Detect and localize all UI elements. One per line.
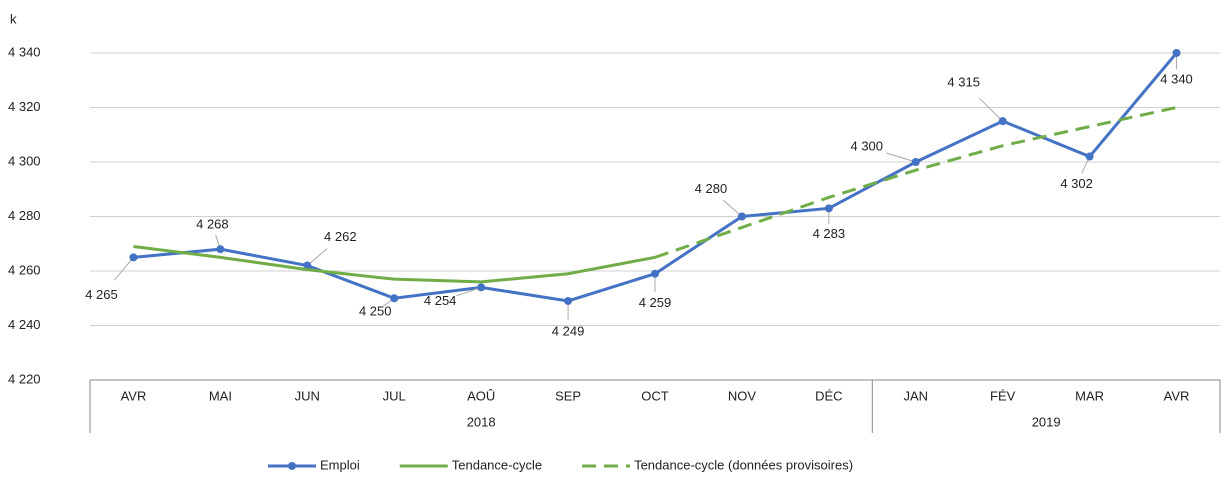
data-label: 4 250 — [359, 304, 392, 319]
x-tick-label: NOV — [728, 388, 757, 403]
y-tick-label: 4 220 — [8, 371, 41, 386]
label-leader — [722, 199, 743, 217]
data-point — [1172, 49, 1181, 57]
data-point — [477, 283, 486, 292]
series-line — [133, 244, 656, 284]
data-point — [564, 296, 573, 305]
group-label: 2018 — [467, 414, 496, 429]
data-label: 4 283 — [813, 226, 846, 241]
data-label: 4 268 — [196, 217, 229, 232]
data-point — [1085, 152, 1094, 161]
series-line — [133, 52, 1178, 303]
y-tick-label: 4 260 — [8, 262, 41, 277]
data-label: 4 280 — [695, 181, 728, 196]
x-tick-label: MAR — [1075, 388, 1104, 403]
data-point — [737, 212, 746, 221]
x-tick-label: AVR — [1164, 388, 1190, 403]
data-label: 4 254 — [424, 293, 457, 308]
x-tick-label: MAI — [209, 388, 232, 403]
label-leader — [978, 97, 1004, 122]
data-point — [911, 158, 920, 166]
y-tick-label: 4 320 — [8, 99, 41, 114]
data-label: 4 265 — [85, 287, 118, 302]
data-label: 4 300 — [850, 138, 883, 153]
legend-label: Tendance-cycle — [452, 457, 542, 472]
series-line — [654, 106, 1177, 259]
legend-label: Tendance-cycle (données provisoires) — [634, 457, 853, 472]
data-point — [390, 294, 399, 303]
legend-label: Emploi — [320, 457, 360, 472]
data-point — [824, 204, 833, 213]
y-tick-label: 4 240 — [8, 317, 41, 332]
data-point — [129, 253, 138, 262]
label-leader — [456, 286, 482, 297]
x-tick-label: DÉC — [815, 388, 842, 403]
data-point — [216, 245, 225, 254]
y-tick-label: 4 300 — [8, 153, 41, 168]
group-label: 2019 — [1032, 414, 1061, 429]
x-tick-label: JUL — [383, 388, 406, 403]
label-leader — [113, 257, 134, 281]
data-label: 4 249 — [552, 323, 585, 338]
x-tick-label: OCT — [641, 388, 669, 403]
y-unit: k — [10, 11, 17, 26]
label-leader — [886, 152, 916, 163]
data-label: 4 302 — [1060, 176, 1093, 191]
data-point — [303, 261, 312, 270]
label-leader — [306, 248, 328, 266]
data-point — [651, 269, 659, 278]
x-tick-label: SEP — [555, 388, 581, 403]
data-point — [998, 117, 1007, 126]
y-tick-label: 4 280 — [8, 208, 41, 223]
data-label: 4 259 — [639, 295, 672, 310]
data-label: 4 315 — [947, 75, 980, 90]
x-tick-label: JAN — [903, 388, 928, 403]
y-tick-label: 4 340 — [8, 44, 41, 59]
legend-marker — [288, 462, 296, 470]
data-label: 4 262 — [324, 229, 357, 244]
data-label: 4 340 — [1160, 71, 1193, 86]
x-tick-label: AVR — [121, 388, 147, 403]
x-tick-label: FÉV — [990, 388, 1016, 403]
x-tick-label: JUN — [295, 388, 320, 403]
x-tick-label: AOÛ — [467, 388, 495, 403]
